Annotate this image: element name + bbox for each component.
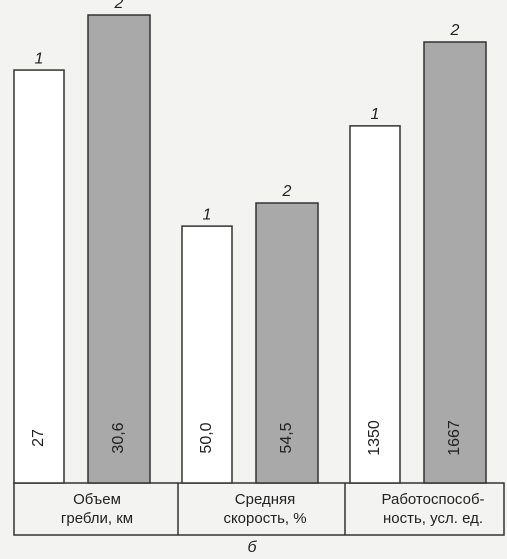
series-label: 1 xyxy=(371,106,380,123)
bar xyxy=(87,14,151,484)
value-label: 1667 xyxy=(446,420,463,456)
value-label: 54,5 xyxy=(278,422,295,453)
series-label: 1 xyxy=(35,50,44,67)
category-label: Средняя скорость, % xyxy=(223,491,307,527)
bar xyxy=(423,41,487,484)
value-label: 1350 xyxy=(366,420,383,456)
value-label: 27 xyxy=(30,429,47,447)
series-label: 1 xyxy=(203,206,212,223)
bar xyxy=(181,225,233,484)
bar xyxy=(13,69,65,484)
value-label: 30,6 xyxy=(110,422,127,453)
series-label: 2 xyxy=(282,183,292,200)
bar xyxy=(255,202,319,484)
category-label: Объем гребли, км xyxy=(60,491,134,527)
bar xyxy=(349,125,401,484)
category-label: Работоспособ- ность, усл. ед. xyxy=(381,491,485,527)
caption: б xyxy=(248,539,258,556)
value-label: 50,0 xyxy=(198,422,215,453)
series-label: 2 xyxy=(450,22,460,39)
series-label: 2 xyxy=(114,0,124,12)
